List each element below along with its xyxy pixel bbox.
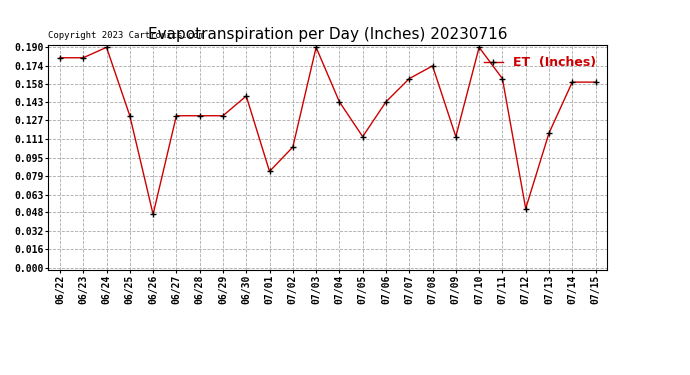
Title: Evapotranspiration per Day (Inches) 20230716: Evapotranspiration per Day (Inches) 2023…	[148, 27, 508, 42]
ET  (Inches)	[522, 206, 530, 211]
ET  (Inches)	[195, 114, 204, 118]
ET  (Inches)	[242, 94, 250, 98]
ET  (Inches)	[452, 134, 460, 139]
ET  (Inches)	[475, 45, 483, 50]
ET  (Inches)	[172, 114, 181, 118]
ET  (Inches)	[568, 80, 576, 84]
ET  (Inches)	[149, 212, 157, 217]
ET  (Inches)	[79, 56, 88, 60]
ET  (Inches)	[266, 169, 274, 174]
ET  (Inches)	[102, 45, 110, 50]
ET  (Inches)	[335, 100, 344, 104]
ET  (Inches)	[219, 114, 227, 118]
Text: Copyright 2023 Cartronics.com: Copyright 2023 Cartronics.com	[48, 32, 204, 40]
ET  (Inches)	[591, 80, 600, 84]
ET  (Inches)	[288, 145, 297, 149]
ET  (Inches)	[428, 64, 437, 68]
ET  (Inches)	[405, 76, 413, 81]
ET  (Inches)	[126, 114, 134, 118]
Legend: ET  (Inches): ET (Inches)	[479, 51, 601, 74]
ET  (Inches)	[312, 45, 320, 50]
ET  (Inches)	[56, 56, 64, 60]
Line: ET  (Inches): ET (Inches)	[57, 45, 598, 217]
ET  (Inches)	[359, 134, 367, 139]
ET  (Inches)	[498, 76, 506, 81]
ET  (Inches)	[545, 131, 553, 135]
ET  (Inches)	[382, 100, 390, 104]
